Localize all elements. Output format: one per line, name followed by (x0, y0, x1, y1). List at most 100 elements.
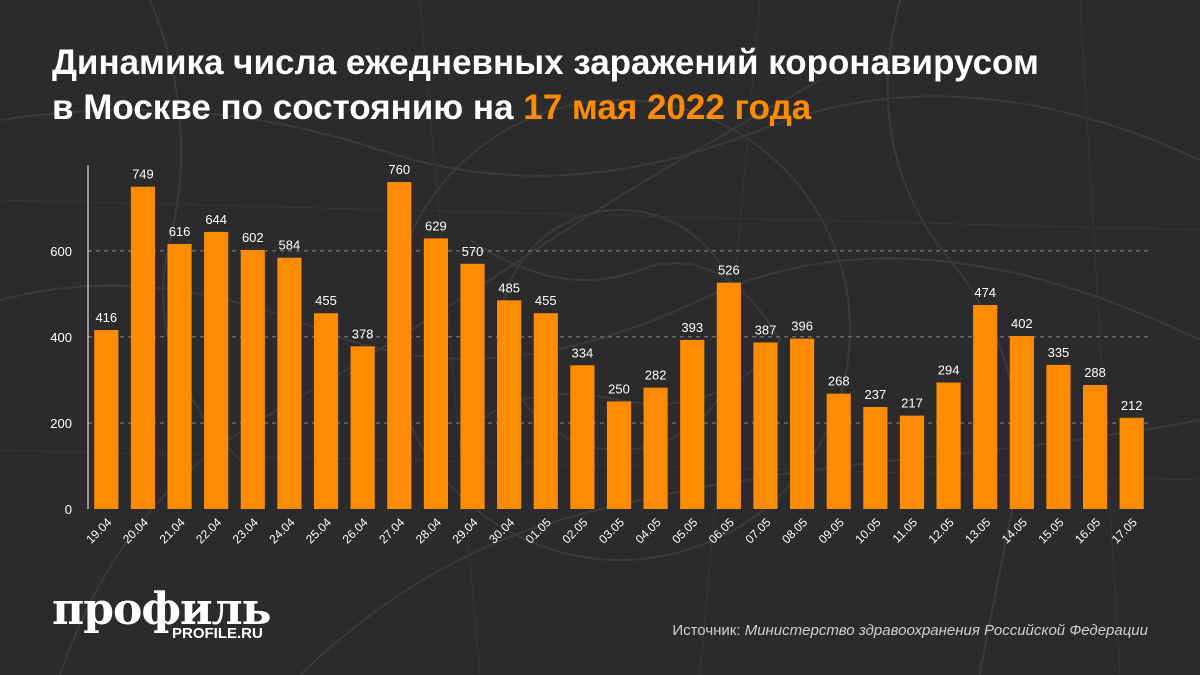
x-tick-label: 23.04 (230, 515, 261, 546)
data-label: 387 (755, 322, 777, 337)
brand-logo: профиль (52, 584, 272, 635)
data-label: 485 (498, 280, 520, 295)
y-tick-label: 600 (50, 244, 72, 259)
chart-title: Динамика числа ежедневных заражений коро… (52, 40, 1162, 130)
x-tick-label: 10.05 (852, 515, 883, 546)
x-tick-label: 21.04 (157, 515, 188, 546)
data-label: 760 (388, 162, 410, 177)
x-tick-label: 11.05 (890, 515, 921, 546)
data-label: 474 (974, 285, 996, 300)
data-label: 378 (352, 326, 374, 341)
data-label: 282 (645, 368, 667, 383)
data-label: 294 (938, 363, 960, 378)
x-tick-label: 27.04 (376, 515, 407, 546)
data-label: 334 (572, 345, 594, 360)
x-tick-label: 05.05 (669, 515, 700, 546)
brand-url: PROFILE.RU (172, 625, 263, 642)
x-tick-label: 25.04 (303, 515, 334, 546)
x-tick-label: 13.05 (962, 515, 993, 546)
source-note: Источник: Министерство здравоохранения Р… (672, 622, 1148, 639)
y-tick-label: 200 (50, 416, 72, 431)
x-tick-label: 29.04 (450, 515, 481, 546)
data-label: 749 (132, 167, 154, 182)
data-label: 288 (1084, 365, 1106, 380)
bar (1119, 417, 1144, 509)
x-tick-label: 28.04 (413, 515, 444, 546)
bar (643, 387, 668, 509)
bar (1082, 385, 1108, 509)
bar (716, 282, 741, 509)
bar (753, 342, 778, 509)
x-tick-label: 02.05 (559, 515, 590, 546)
title-line-2-prefix: в Москве по состоянию на (52, 88, 524, 127)
data-label: 250 (608, 381, 630, 396)
bar (167, 243, 192, 510)
bar (1009, 336, 1034, 509)
bar (533, 313, 558, 509)
x-tick-label: 09.05 (816, 515, 847, 546)
bar (899, 415, 925, 509)
bar (94, 330, 119, 509)
data-label: 526 (718, 263, 740, 278)
y-tick-label: 0 (65, 502, 72, 517)
x-tick-label: 15.05 (1035, 515, 1066, 546)
bar (570, 365, 595, 509)
data-label: 616 (169, 224, 191, 239)
bar (460, 263, 485, 509)
data-label: 402 (1011, 316, 1033, 331)
bar (606, 401, 632, 509)
data-label: 602 (242, 230, 264, 245)
bar (1046, 364, 1071, 509)
x-tick-label: 26.04 (340, 515, 371, 546)
x-tick-label: 07.05 (742, 515, 773, 546)
title-date: 17 мая 2022 года (523, 88, 812, 127)
bar (130, 186, 156, 509)
source-text: Министерство здравоохранения Российской … (744, 622, 1148, 639)
title-line-2: в Москве по состоянию на 17 мая 2022 год… (52, 85, 1162, 130)
x-tick-label: 12.05 (926, 515, 957, 546)
x-tick-label: 16.05 (1072, 515, 1103, 546)
data-label: 212 (1121, 398, 1143, 413)
x-tick-label: 17.05 (1109, 515, 1140, 546)
x-tick-label: 30.04 (486, 515, 517, 546)
x-tick-label: 22.04 (193, 515, 224, 546)
bar (387, 182, 412, 509)
bar (497, 300, 522, 509)
data-label: 335 (1048, 345, 1070, 360)
data-label: 570 (462, 244, 484, 259)
bar (826, 393, 851, 509)
bar (973, 305, 998, 509)
data-label: 268 (828, 374, 850, 389)
x-tick-label: 19.04 (83, 515, 114, 546)
bar (204, 231, 229, 509)
bar (863, 407, 888, 509)
bar (936, 382, 961, 509)
data-label: 217 (901, 396, 923, 411)
bar (350, 346, 375, 509)
data-label: 237 (864, 387, 886, 402)
bar (680, 339, 705, 509)
x-tick-label: 08.05 (779, 515, 810, 546)
data-label: 629 (425, 218, 447, 233)
bar (790, 338, 815, 509)
x-tick-label: 14.05 (999, 515, 1030, 546)
bar (313, 313, 339, 509)
y-tick-label: 400 (50, 330, 72, 345)
x-tick-label: 01.05 (523, 515, 554, 546)
bar (423, 238, 448, 509)
data-label: 416 (95, 310, 117, 325)
bar (277, 257, 302, 509)
x-tick-label: 04.05 (633, 515, 664, 546)
data-label: 396 (791, 319, 813, 334)
x-tick-label: 06.05 (706, 515, 737, 546)
source-label: Источник: (672, 622, 741, 639)
data-label: 455 (315, 293, 337, 308)
title-line-1: Динамика числа ежедневных заражений коро… (52, 43, 1039, 82)
x-tick-label: 24.04 (266, 515, 297, 546)
x-tick-label: 03.05 (596, 515, 627, 546)
data-label: 393 (681, 320, 703, 335)
x-tick-label: 20.04 (120, 515, 151, 546)
data-label: 455 (535, 293, 557, 308)
data-label: 644 (205, 212, 227, 227)
